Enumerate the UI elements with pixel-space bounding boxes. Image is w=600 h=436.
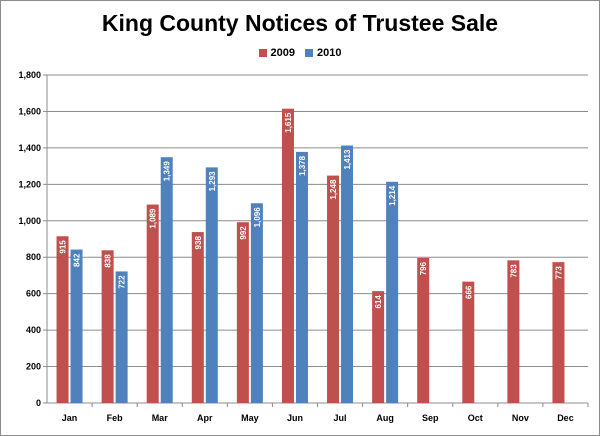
data-label: 666	[464, 285, 473, 299]
bar-2009-jul	[327, 175, 340, 403]
x-tick-label: Nov	[512, 413, 529, 423]
data-label: 773	[554, 266, 563, 280]
legend-label-2010: 2010	[317, 47, 342, 59]
y-tick-label: 1,200	[18, 179, 41, 189]
legend-item-2010: 2010	[305, 47, 341, 59]
data-label: 838	[104, 254, 113, 268]
x-tick-label: Jul	[334, 413, 347, 423]
bar-2009-may	[236, 222, 249, 403]
chart-legend: 2009 2010	[0, 47, 600, 59]
y-tick-label: 800	[26, 252, 41, 262]
data-label: 1,214	[388, 185, 397, 206]
bar-2009-jan	[56, 236, 69, 403]
bar-2010-aug	[386, 181, 399, 403]
bar-2009-apr	[191, 232, 204, 403]
bar-2010-jul	[341, 145, 354, 403]
x-tick-label: Oct	[468, 413, 483, 423]
legend-item-2009: 2009	[258, 47, 295, 59]
data-label: 842	[73, 253, 82, 267]
bar-2010-feb	[115, 271, 128, 403]
data-label: 1,096	[253, 207, 262, 228]
bar-2010-jun	[295, 151, 308, 403]
y-tick-label: 600	[26, 289, 41, 299]
x-tick-label: May	[241, 413, 259, 423]
y-tick-label: 400	[26, 325, 41, 335]
y-tick-label: 200	[26, 362, 41, 372]
x-tick-label: Jan	[62, 413, 78, 423]
bar-2009-mar	[146, 204, 159, 403]
bar-2009-sep	[417, 257, 430, 403]
bar-2010-mar	[160, 157, 173, 403]
bar-2009-nov	[507, 260, 520, 403]
data-label: 1,378	[298, 155, 307, 176]
data-label: 796	[419, 261, 428, 275]
y-tick-label: 1,000	[18, 216, 41, 226]
bar-2010-may	[250, 203, 263, 403]
data-label: 1,293	[208, 171, 217, 192]
data-label: 1,349	[163, 161, 172, 182]
y-tick-label: 1,400	[18, 143, 41, 153]
x-tick-label: Mar	[152, 413, 169, 423]
x-tick-label: Apr	[197, 413, 213, 423]
data-label: 992	[239, 226, 248, 240]
x-tick-label: Sep	[422, 413, 439, 423]
data-label: 1,413	[343, 149, 352, 170]
x-tick-label: Dec	[557, 413, 574, 423]
bar-2009-aug	[372, 291, 385, 403]
data-label: 783	[509, 264, 518, 278]
data-label: 1,089	[149, 208, 158, 229]
chart-title: King County Notices of Trustee Sale	[101, 10, 499, 36]
y-tick-label: 0	[36, 398, 41, 408]
y-tick-label: 1,800	[18, 70, 41, 80]
legend-swatch-2009	[258, 49, 267, 57]
legend-swatch-2010	[305, 49, 313, 57]
bar-2010-jan	[70, 249, 83, 403]
data-label: 614	[374, 295, 383, 309]
data-label: 938	[194, 236, 203, 250]
bar-2010-apr	[205, 167, 218, 403]
bar-2009-jun	[281, 108, 294, 403]
data-label: 1,615	[284, 112, 293, 133]
legend-label-2009: 2009	[270, 47, 295, 59]
data-label: 1,248	[329, 179, 338, 200]
bar-2009-dec	[552, 262, 565, 403]
x-tick-label: Jun	[287, 413, 303, 423]
bar-2009-oct	[462, 281, 475, 403]
x-tick-label: Aug	[376, 413, 394, 423]
data-label: 915	[59, 240, 68, 254]
data-label: 722	[118, 275, 127, 289]
x-tick-label: Feb	[107, 413, 124, 423]
y-tick-label: 1,600	[18, 106, 41, 116]
bar-2009-feb	[101, 250, 114, 403]
